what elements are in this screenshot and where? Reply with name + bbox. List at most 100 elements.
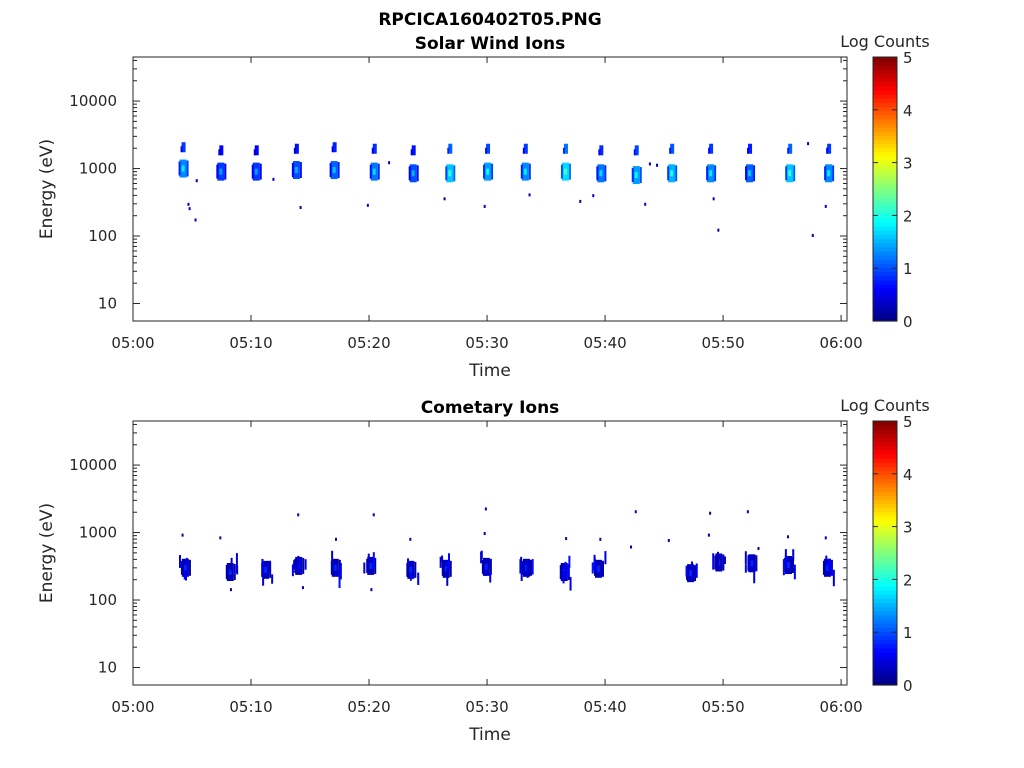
colorbar-segment: [873, 176, 897, 182]
data-cell: [262, 577, 265, 586]
data-cell: [235, 553, 238, 573]
colorbar-segment: [873, 454, 897, 459]
colorbar-segment: [873, 499, 897, 505]
data-cell: [694, 565, 697, 582]
data-cell: [598, 149, 601, 156]
data-point: [334, 537, 337, 541]
data-cell: [520, 562, 523, 582]
colorbar-tick-label: 0: [903, 677, 913, 695]
data-cell: [372, 168, 376, 175]
data-cell: [369, 164, 372, 179]
data-cell: [522, 147, 525, 154]
data-point: [484, 507, 487, 511]
colorbar-segment: [873, 65, 897, 70]
colorbar-segment: [873, 255, 897, 260]
colorbar-segment: [873, 528, 897, 533]
data-cell: [825, 564, 829, 571]
data-cell: [178, 161, 181, 176]
data-cell: [528, 163, 531, 180]
colorbar-segment: [873, 429, 897, 434]
colorbar-segment: [873, 437, 897, 443]
data-cell: [523, 168, 527, 175]
data-cell: [485, 147, 488, 154]
data-cell: [185, 557, 188, 566]
data-point: [483, 532, 486, 536]
data-cell: [750, 560, 754, 567]
colorbar-segment: [873, 557, 897, 562]
colorbar-segment: [873, 672, 897, 678]
colorbar-segment: [873, 102, 897, 108]
data-cell: [294, 558, 297, 573]
y-tick-label: 100: [88, 227, 117, 245]
data-cell: [523, 143, 528, 154]
colorbar-tick-label: 5: [903, 413, 913, 431]
data-cell: [669, 147, 672, 154]
data-cell: [439, 556, 442, 568]
data-cell: [822, 560, 825, 575]
colorbar-segment: [873, 296, 897, 301]
data-point: [811, 234, 814, 238]
data-cell: [331, 146, 334, 153]
data-cell: [183, 569, 186, 580]
data-point: [824, 536, 827, 540]
colorbar-segment: [873, 73, 897, 79]
colorbar-segment: [873, 164, 897, 169]
colorbar-segment: [873, 614, 897, 620]
data-cell: [714, 555, 717, 570]
x-tick-label: 05:20: [347, 334, 390, 352]
data-cell: [745, 166, 748, 181]
data-cell: [827, 170, 831, 177]
data-cell: [374, 557, 377, 574]
data-cell: [299, 162, 302, 179]
data-cell: [337, 162, 340, 179]
data-cell: [185, 573, 188, 581]
data-cell: [690, 561, 693, 569]
data-cell: [531, 559, 534, 575]
data-point: [297, 513, 300, 517]
data-cell: [251, 164, 254, 179]
colorbar-segment: [873, 590, 897, 595]
colorbar-segment: [873, 680, 897, 686]
colorbar-segment: [873, 421, 897, 426]
data-point: [187, 202, 190, 206]
data-cell: [219, 145, 224, 156]
data-cell: [294, 167, 298, 174]
colorbar-segment: [873, 308, 897, 314]
data-cell: [748, 170, 752, 177]
data-cell: [675, 165, 678, 182]
data-cell: [330, 560, 333, 575]
data-cell: [487, 558, 490, 569]
data-point: [370, 588, 373, 592]
colorbar-segment: [873, 123, 897, 128]
data-point: [528, 193, 531, 197]
data-point: [301, 586, 304, 590]
colorbar-segment: [873, 445, 897, 451]
data-point: [565, 537, 568, 541]
panel-title: Cometary Ions: [421, 398, 560, 418]
colorbar-segment: [873, 602, 897, 608]
y-tick-label: 10000: [69, 92, 117, 110]
data-point: [229, 588, 232, 592]
colorbar-segment: [873, 131, 897, 136]
data-cell: [407, 558, 410, 565]
data-cell: [567, 564, 570, 578]
data-cell: [293, 560, 296, 570]
data-point: [807, 142, 810, 146]
colorbar-segment: [873, 106, 897, 112]
data-cell: [826, 147, 829, 154]
colorbar-segment: [873, 139, 897, 145]
data-point: [712, 197, 715, 201]
colorbar-segment: [873, 213, 897, 219]
data-cell: [792, 549, 795, 561]
data-point: [195, 179, 198, 183]
data-point: [579, 199, 582, 203]
colorbar-segment: [873, 503, 897, 509]
data-point: [219, 536, 222, 540]
data-cell: [568, 555, 571, 568]
colorbar-label: Log Counts: [840, 396, 930, 415]
colorbar-segment: [873, 275, 897, 281]
data-cell: [366, 558, 369, 573]
colorbar-segment: [873, 279, 897, 285]
data-cell: [695, 563, 698, 578]
